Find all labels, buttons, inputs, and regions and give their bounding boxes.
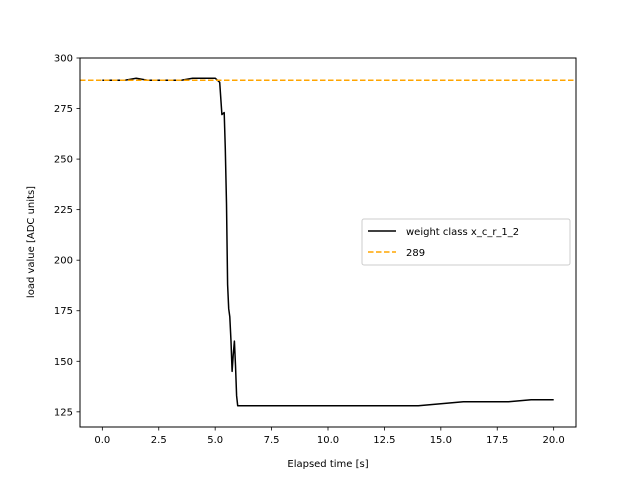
x-tick-label: 12.5 — [373, 435, 395, 446]
y-tick-label: 125 — [54, 407, 73, 418]
x-tick-label: 0.0 — [94, 435, 110, 446]
y-tick-label: 225 — [54, 205, 73, 216]
y-tick-label: 150 — [54, 357, 73, 368]
x-tick-label: 10.0 — [317, 435, 339, 446]
x-tick-label: 5.0 — [207, 435, 223, 446]
legend-entry-series-2: 289 — [406, 248, 425, 259]
series-line-1 — [102, 77, 554, 407]
legend: weight class x_c_r_1_2 289 — [361, 218, 571, 266]
y-tick-label: 250 — [54, 155, 73, 166]
x-axis-ticks: 0.0 2.5 5.0 7.5 10.0 12.5 15.0 17.5 20.0 — [94, 427, 565, 446]
x-tick-label: 7.5 — [264, 435, 280, 446]
legend-box — [361, 218, 571, 266]
y-axis-ticks: 125 150 175 200 225 250 275 300 — [54, 54, 80, 418]
y-tick-label: 300 — [54, 54, 73, 65]
y-tick-label: 275 — [54, 104, 73, 115]
x-tick-label: 20.0 — [543, 435, 565, 446]
x-tick-label: 2.5 — [151, 435, 167, 446]
x-tick-label: 17.5 — [486, 435, 508, 446]
x-axis-label: Elapsed time [s] — [287, 459, 368, 470]
y-axis-label: load value [ADC units] — [26, 186, 37, 298]
legend-entry-series-1: weight class x_c_r_1_2 — [406, 227, 519, 238]
y-tick-label: 175 — [54, 306, 73, 317]
y-tick-label: 200 — [54, 256, 73, 267]
x-tick-label: 15.0 — [430, 435, 452, 446]
plot-frame — [79, 57, 577, 428]
plot-area — [80, 77, 576, 407]
